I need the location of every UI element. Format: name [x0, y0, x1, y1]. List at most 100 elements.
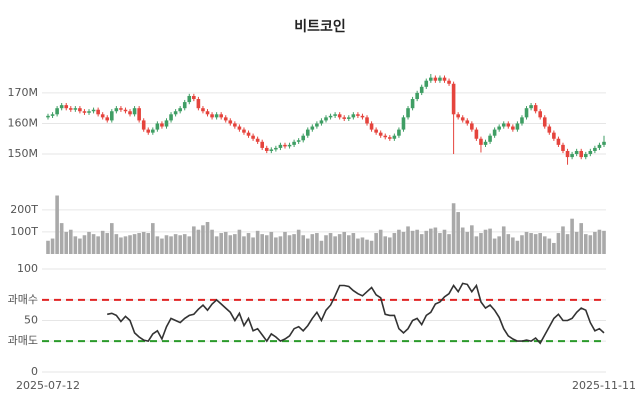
- volume-bar: [324, 235, 328, 254]
- candle-body: [141, 120, 146, 130]
- volume-bar: [346, 235, 351, 254]
- candle-body: [319, 120, 324, 124]
- candle-body: [59, 105, 64, 109]
- volume-bar: [474, 236, 479, 254]
- candle-body: [173, 111, 178, 115]
- volume-bar: [552, 242, 556, 254]
- y-tick-label: 170M: [8, 86, 39, 99]
- volume-bar: [310, 234, 315, 254]
- volume-bar: [397, 229, 401, 254]
- volume-bar: [91, 234, 96, 254]
- candle-body: [588, 150, 593, 155]
- candle-body: [119, 108, 123, 110]
- volume-bar: [192, 226, 196, 254]
- volume-bar: [55, 195, 59, 254]
- volume-bar: [141, 231, 146, 254]
- candle-body: [105, 117, 110, 121]
- volume-bar: [305, 238, 310, 254]
- candle-body: [201, 108, 205, 112]
- volume-bar: [292, 234, 296, 254]
- candle-body: [251, 135, 255, 139]
- volume-bar: [556, 233, 561, 254]
- volume-bar: [351, 233, 356, 254]
- candle-body: [132, 108, 137, 115]
- volume-bar: [383, 236, 388, 254]
- candle-body: [602, 141, 606, 145]
- volume-bar: [356, 238, 360, 254]
- candle-body: [164, 120, 169, 127]
- volume-bar: [100, 230, 105, 254]
- volume-bar: [529, 233, 533, 254]
- candle-body: [524, 108, 529, 118]
- volume-bar: [137, 233, 141, 254]
- candle-body: [547, 126, 552, 133]
- candle-body: [442, 77, 447, 81]
- candle-body: [110, 111, 114, 121]
- volume-bar: [465, 231, 470, 254]
- volume-bar: [155, 236, 160, 254]
- candle-body: [196, 99, 201, 109]
- y-tick-label: 과매도: [8, 334, 38, 347]
- volume-bar: [87, 231, 91, 254]
- candle-body: [73, 108, 78, 110]
- candle-body: [337, 114, 342, 118]
- candle-body: [78, 108, 82, 112]
- volume-bar: [511, 237, 515, 254]
- y-tick-label: 과매수: [8, 293, 38, 306]
- candle-body: [223, 117, 228, 121]
- volume-bar: [160, 238, 164, 254]
- volume-bar: [315, 233, 319, 254]
- x-tick-label: 2025-11-11: [572, 379, 636, 392]
- volume-bar: [333, 236, 337, 254]
- volume-bar: [319, 240, 324, 254]
- volume-bar: [187, 236, 192, 254]
- candle-body: [346, 117, 351, 119]
- candle-body: [533, 105, 538, 112]
- candle-body: [433, 77, 438, 81]
- volume-bar: [597, 229, 602, 254]
- volume-bar: [460, 227, 465, 254]
- volume-bar: [570, 218, 574, 254]
- y-tick-label: 100T: [10, 225, 38, 238]
- volume-bar: [264, 235, 269, 254]
- rsi-line: [107, 282, 605, 345]
- volume-bar: [132, 234, 137, 254]
- candle-body: [424, 80, 429, 87]
- candle-body: [146, 129, 151, 133]
- volume-bar: [237, 229, 242, 254]
- candle-body: [574, 150, 579, 155]
- volume-bar: [483, 229, 488, 254]
- volume-bar: [269, 231, 274, 254]
- candle-body: [465, 120, 470, 124]
- volume-bar: [565, 234, 570, 254]
- volume-bar: [242, 236, 246, 254]
- volume-bar: [46, 240, 50, 254]
- volume-bar: [73, 236, 78, 254]
- candle-body: [233, 123, 237, 127]
- volume-bar: [574, 231, 579, 254]
- volume-bar: [337, 234, 342, 254]
- candle-body: [269, 149, 274, 151]
- candle-body: [447, 80, 451, 84]
- candle-body: [160, 123, 164, 127]
- candle-body: [210, 114, 214, 118]
- y-tick-label: 150M: [8, 147, 39, 160]
- volume-bar: [447, 234, 451, 254]
- candle-body: [100, 114, 105, 118]
- volume-bar: [246, 233, 251, 254]
- candle-body: [342, 117, 347, 119]
- volume-bar: [593, 231, 597, 254]
- volume-bar: [547, 238, 552, 254]
- volume-bar: [59, 223, 64, 254]
- volume-bar: [151, 223, 155, 254]
- candle-body: [264, 147, 269, 151]
- candle-body: [151, 129, 155, 133]
- candle-body: [438, 77, 442, 81]
- candle-body: [542, 117, 547, 127]
- candle-body: [597, 144, 602, 148]
- candle-body: [260, 141, 264, 148]
- volume-bar: [82, 235, 87, 254]
- candle-body: [410, 99, 415, 109]
- candle-body: [520, 117, 524, 124]
- candle-body: [55, 108, 59, 115]
